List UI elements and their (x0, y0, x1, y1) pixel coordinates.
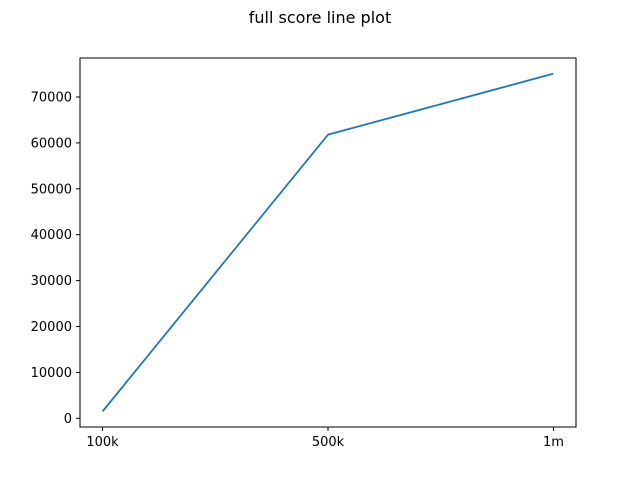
y-tick-label: 20000 (31, 320, 72, 335)
x-tick-label: 500k (312, 435, 345, 450)
y-tick-label: 50000 (31, 182, 72, 197)
series-line (101, 72, 554, 412)
plot-frame (79, 57, 577, 428)
chart-title: full score line plot (249, 8, 391, 27)
y-tick-label: 0 (64, 412, 72, 427)
axes: 0 10000 20000 30000 40000 50000 60000 70000 100k… (31, 57, 577, 450)
y-tick-label: 10000 (31, 366, 72, 381)
x-tick-label: 100k (86, 435, 119, 450)
y-tick-label: 40000 (31, 228, 72, 243)
y-tick-label: 30000 (31, 274, 72, 289)
x-tick-label: 1m (543, 435, 564, 450)
y-tick-label: 70000 (31, 91, 72, 106)
y-tick-label: 60000 (31, 136, 72, 151)
